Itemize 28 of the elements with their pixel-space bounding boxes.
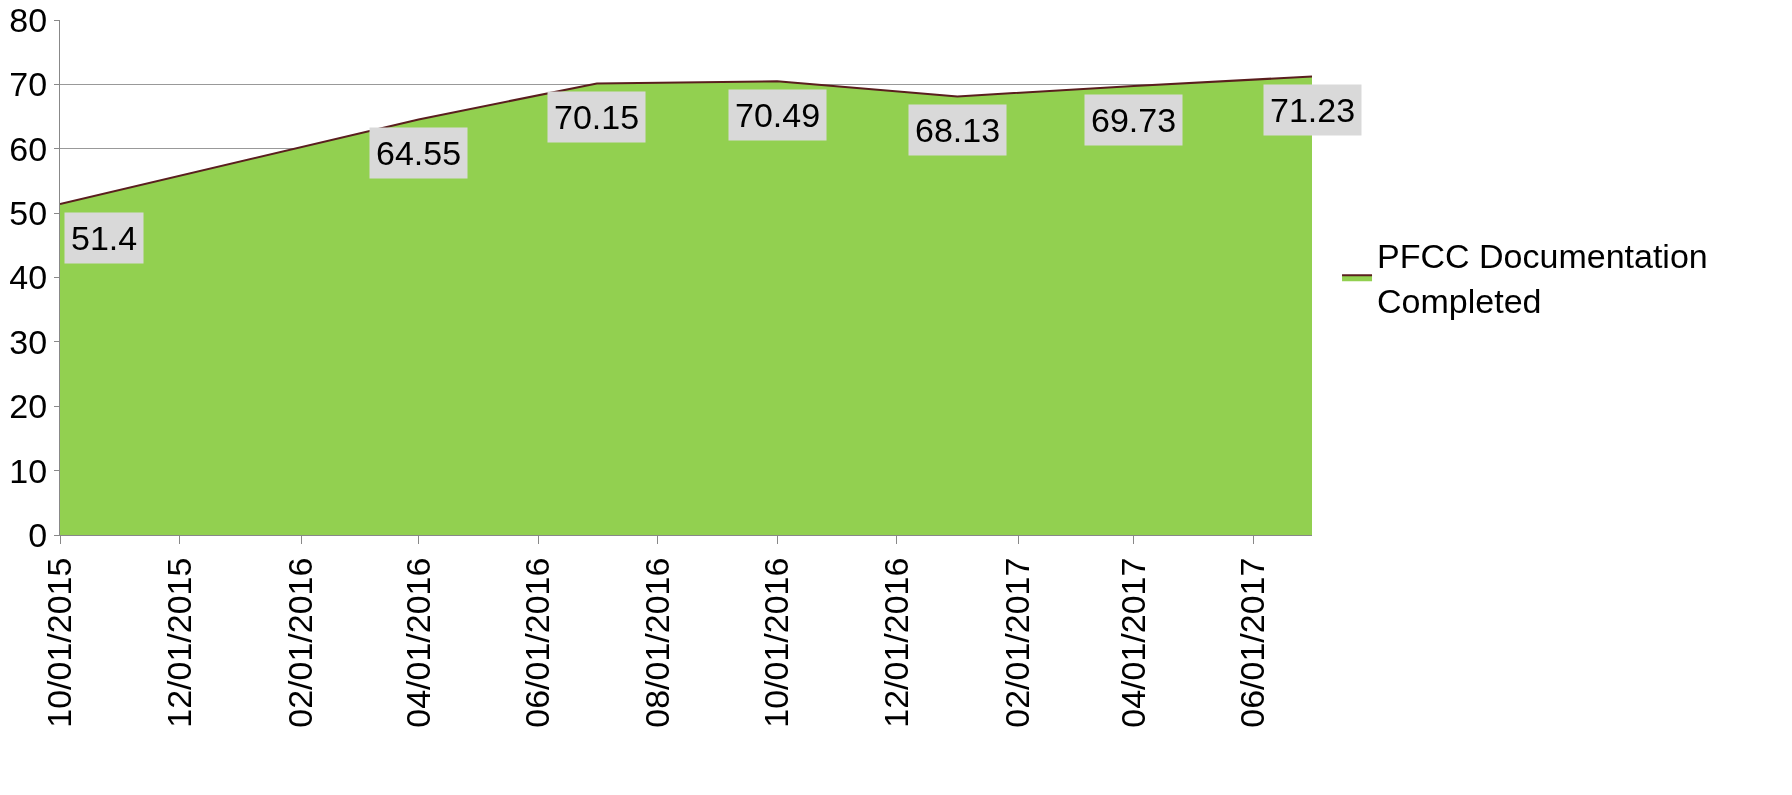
y-tick-label: 20: [9, 387, 48, 426]
x-tick-label: 02/01/2016: [281, 557, 320, 728]
data-label: 70.49: [735, 96, 821, 134]
x-tick-label: 06/01/2017: [1233, 557, 1272, 728]
data-label: 71.23: [1270, 91, 1356, 129]
x-tick-label: 12/01/2016: [876, 557, 915, 728]
legend-label: PFCC Documentation Completed: [1377, 237, 1708, 320]
y-tick-label: 60: [9, 129, 48, 168]
y-tick-label: 80: [9, 0, 48, 39]
x-tick-label: 06/01/2016: [518, 557, 557, 728]
x-tick-label: 08/01/2016: [637, 557, 676, 728]
x-tick-label: 10/01/2016: [757, 557, 796, 728]
x-tick-label: 12/01/2015: [159, 557, 198, 728]
data-label: 64.55: [376, 134, 462, 172]
y-tick-label: 40: [9, 258, 48, 297]
y-tick-label: 30: [9, 322, 48, 361]
x-tick-label: 04/01/2017: [1113, 557, 1152, 728]
data-label: 51.4: [71, 219, 138, 257]
x-tick-label: 10/01/2015: [40, 557, 79, 728]
data-label: 68.13: [915, 111, 1001, 149]
data-label: 69.73: [1091, 101, 1177, 139]
data-label: 70.15: [554, 98, 640, 136]
y-tick-label: 70: [9, 65, 48, 104]
x-tick-label: 04/01/2016: [398, 557, 437, 728]
x-tick-label: 02/01/2017: [998, 557, 1037, 728]
y-tick-label: 10: [9, 451, 48, 490]
y-tick-label: 0: [28, 515, 48, 554]
y-tick-label: 50: [9, 194, 48, 233]
